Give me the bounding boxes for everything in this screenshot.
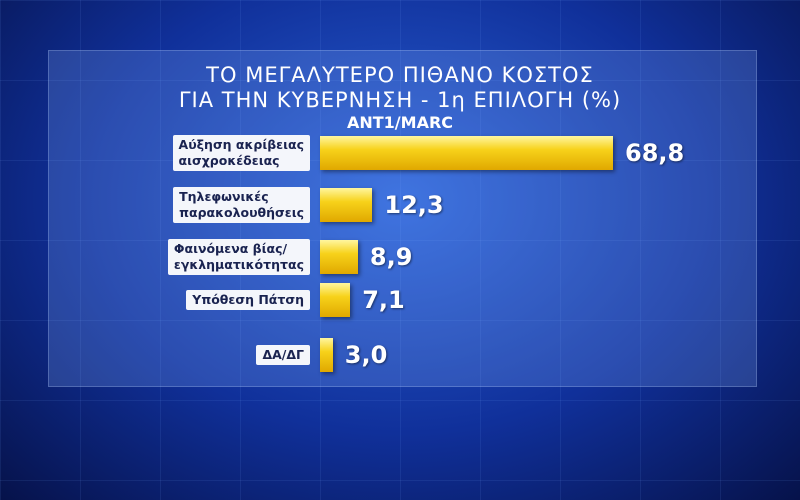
category-label: ΔΑ/ΔΓ bbox=[256, 345, 310, 365]
bar bbox=[320, 338, 333, 372]
value-label: 7,1 bbox=[362, 286, 405, 314]
value-label: 12,3 bbox=[384, 191, 444, 219]
bar bbox=[320, 283, 351, 317]
panel bbox=[48, 50, 757, 387]
category-label: Αύξηση ακρίβειας αισχροκέδειας bbox=[172, 135, 310, 171]
chart-title: ΤΟ ΜΕΓΑΛΥΤΕΡΟ ΠΙΘΑΝΟ ΚΟΣΤΟΣ bbox=[206, 63, 594, 87]
value-label: 3,0 bbox=[344, 341, 388, 369]
bar bbox=[320, 188, 373, 222]
value-label: 8,9 bbox=[369, 243, 413, 271]
value-label: 68,8 bbox=[625, 139, 685, 167]
category-label: Υπόθεση Πάτση bbox=[186, 290, 310, 310]
chart-title: ΓΙΑ ΤΗΝ ΚΥΒΕΡΝΗΣΗ - 1η ΕΠΙΛΟΓΗ (%) bbox=[178, 88, 622, 112]
chart-subtitle: ANT1/MARC bbox=[346, 113, 454, 132]
category-label: Φαινόμενα βίας/ εγκληματικότητας bbox=[167, 239, 310, 275]
category-label: Τηλεφωνικές παρακολουθήσεις bbox=[173, 187, 310, 223]
bar bbox=[320, 136, 613, 170]
bar bbox=[320, 240, 358, 274]
